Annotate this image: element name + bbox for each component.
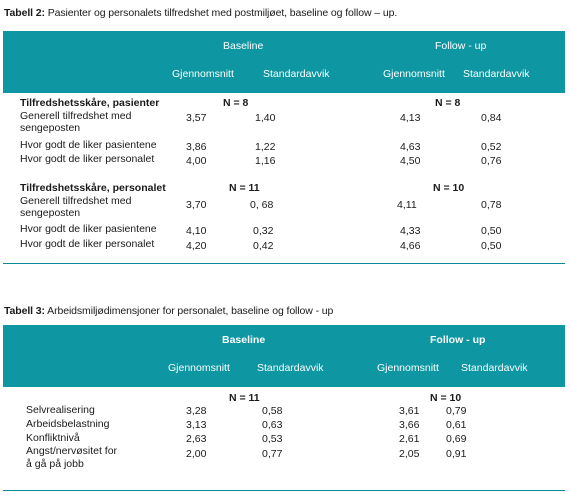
- table2-header-baseline-mean: Gjennomsnitt: [172, 68, 234, 80]
- table3-header-baseline-mean: Gjennomsnitt: [168, 362, 230, 374]
- table3-cell-followup-mean: 2,05: [399, 448, 420, 460]
- table3-row-label-cont: å gå på jobb: [26, 458, 84, 470]
- table3-header-followup-sd: Standardavvik: [461, 362, 528, 374]
- table3-row-label: Angst/nervøsitet for: [26, 445, 118, 457]
- table3-cell-baseline-mean: 2,00: [186, 448, 207, 460]
- table2-row-label: Generell tilfredshet med: [20, 195, 132, 207]
- table2-cell-followup-sd: 0,76: [481, 155, 502, 167]
- table2-cell-baseline-mean: 4,00: [186, 155, 207, 167]
- table3-cell-followup-sd: 0,69: [446, 433, 467, 445]
- table2-cell-followup-mean: 4,66: [400, 240, 421, 252]
- table3-caption-text: Arbeidsmiljødimensjoner for personalet, …: [44, 305, 334, 317]
- table2-header-baseline: Baseline: [223, 40, 264, 52]
- table3-n-baseline: N = 11: [229, 392, 260, 404]
- table2-row-label: Generell tilfredshet med: [20, 110, 132, 122]
- table2-section-n-followup: N = 10: [433, 182, 465, 194]
- table3-cell-followup-sd: 0,61: [446, 419, 467, 431]
- table3-header-followup-mean: Gjennomsnitt: [377, 362, 439, 374]
- table2-cell-followup-mean: 4,50: [400, 155, 421, 167]
- table2-header-baseline-sd: Standardavvik: [263, 68, 330, 80]
- table3-caption-label: Tabell 3:: [4, 305, 45, 317]
- table3-row-label: Selvrealisering: [26, 404, 95, 416]
- table3-cell-baseline-sd: 0,77: [262, 448, 283, 460]
- table3-caption: Tabell 3: Arbeidsmiljødimensjoner for pe…: [4, 305, 333, 317]
- table2-cell-followup-mean: 4,33: [400, 225, 421, 237]
- table2-section-n-baseline: N = 8: [223, 97, 249, 109]
- table3-cell-baseline-sd: 0,58: [262, 405, 283, 417]
- table3-header-followup: Follow - up: [430, 334, 486, 346]
- table3-cell-baseline-mean: 3,13: [186, 419, 207, 431]
- table3: Baseline Follow - up Gjennomsnitt Standa…: [3, 325, 565, 491]
- table3-cell-baseline-mean: 3,28: [186, 405, 207, 417]
- table2-cell-baseline-mean: 3,57: [186, 112, 207, 124]
- table2-row-label: Hvor godt de liker pasientene: [20, 223, 157, 235]
- table2-cell-followup-mean: 4,11: [397, 199, 417, 211]
- table2-cell-followup-sd: 0,52: [481, 141, 502, 153]
- table2-header: Baseline Follow - up Gjennomsnitt Standa…: [3, 31, 565, 93]
- table2-row-label: Hvor godt de liker personalet: [20, 238, 155, 250]
- table2-section-n-baseline: N = 11: [229, 182, 260, 194]
- table3-n-followup: N = 10: [430, 392, 462, 404]
- table3-cell-baseline-sd: 0,53: [262, 433, 283, 445]
- table2-cell-followup-mean: 4,63: [400, 141, 421, 153]
- table2-section-title: Tilfredshetsskåre, pasienter: [20, 97, 160, 109]
- table2-cell-baseline-mean: 3,86: [186, 141, 207, 153]
- table2-cell-followup-sd: 0,50: [481, 225, 502, 237]
- table3-cell-baseline-mean: 2,63: [186, 433, 207, 445]
- table2-cell-followup-mean: 4,13: [400, 112, 421, 124]
- table3-cell-followup-mean: 2,61: [399, 433, 420, 445]
- table3-row-label: Arbeidsbelastning: [26, 418, 110, 430]
- table2-header-followup: Follow - up: [435, 40, 487, 52]
- table2-row-label: Hvor godt de liker pasientene: [20, 139, 157, 151]
- table2-cell-followup-sd: 0,78: [481, 199, 502, 211]
- table2: Baseline Follow - up Gjennomsnitt Standa…: [3, 31, 565, 264]
- table3-cell-followup-mean: 3,61: [399, 405, 420, 417]
- table3-header-baseline-sd: Standardavvik: [257, 362, 324, 374]
- table2-cell-baseline-mean: 4,20: [186, 240, 207, 252]
- table2-row-label: Hvor godt de liker personalet: [20, 153, 155, 165]
- table2-cell-followup-sd: 0,50: [481, 240, 502, 252]
- table2-caption-label: Tabell 2:: [4, 7, 45, 19]
- table2-section-n-followup: N = 8: [435, 97, 461, 109]
- table2-caption: Tabell 2: Pasienter og personalets tilfr…: [4, 7, 397, 19]
- table3-cell-followup-sd: 0,79: [446, 405, 467, 417]
- table2-row-label-cont: sengeposten: [20, 122, 81, 134]
- table2-section-title: Tilfredshetsskåre, personalet: [20, 182, 166, 194]
- table2-cell-baseline-sd: 1,22: [255, 141, 276, 153]
- table2-header-followup-mean: Gjennomsnitt: [383, 68, 445, 80]
- table3-header: Baseline Follow - up Gjennomsnitt Standa…: [3, 325, 565, 387]
- table2-cell-baseline-mean: 3,70: [186, 199, 207, 211]
- table3-body: N = 11 N = 10 Selvrealisering 3,28 0,58 …: [3, 387, 565, 490]
- table3-row-label: Konfliktnivå: [26, 432, 80, 444]
- table2-caption-text: Pasienter og personalets tilfredshet med…: [44, 7, 398, 19]
- table2-cell-baseline-sd: 1,16: [255, 155, 276, 167]
- table2-cell-baseline-sd: 0,42: [253, 240, 274, 252]
- table3-header-baseline: Baseline: [222, 334, 266, 346]
- table3-cell-followup-sd: 0,91: [446, 448, 467, 460]
- table3-cell-followup-mean: 3,66: [399, 419, 420, 431]
- table3-cell-baseline-sd: 0,63: [262, 419, 283, 431]
- table2-cell-baseline-sd: 0, 68: [250, 199, 274, 211]
- table2-cell-baseline-mean: 4,10: [186, 225, 207, 237]
- table2-header-followup-sd: Standardavvik: [463, 68, 530, 80]
- table2-row-label-cont: sengeposten: [20, 207, 81, 219]
- table2-cell-baseline-sd: 1,40: [255, 112, 276, 124]
- table2-body: Tilfredshetsskåre, pasienter N = 8 N = 8…: [3, 93, 565, 263]
- table2-cell-followup-sd: 0,84: [481, 112, 502, 124]
- table2-cell-baseline-sd: 0,32: [253, 225, 274, 237]
